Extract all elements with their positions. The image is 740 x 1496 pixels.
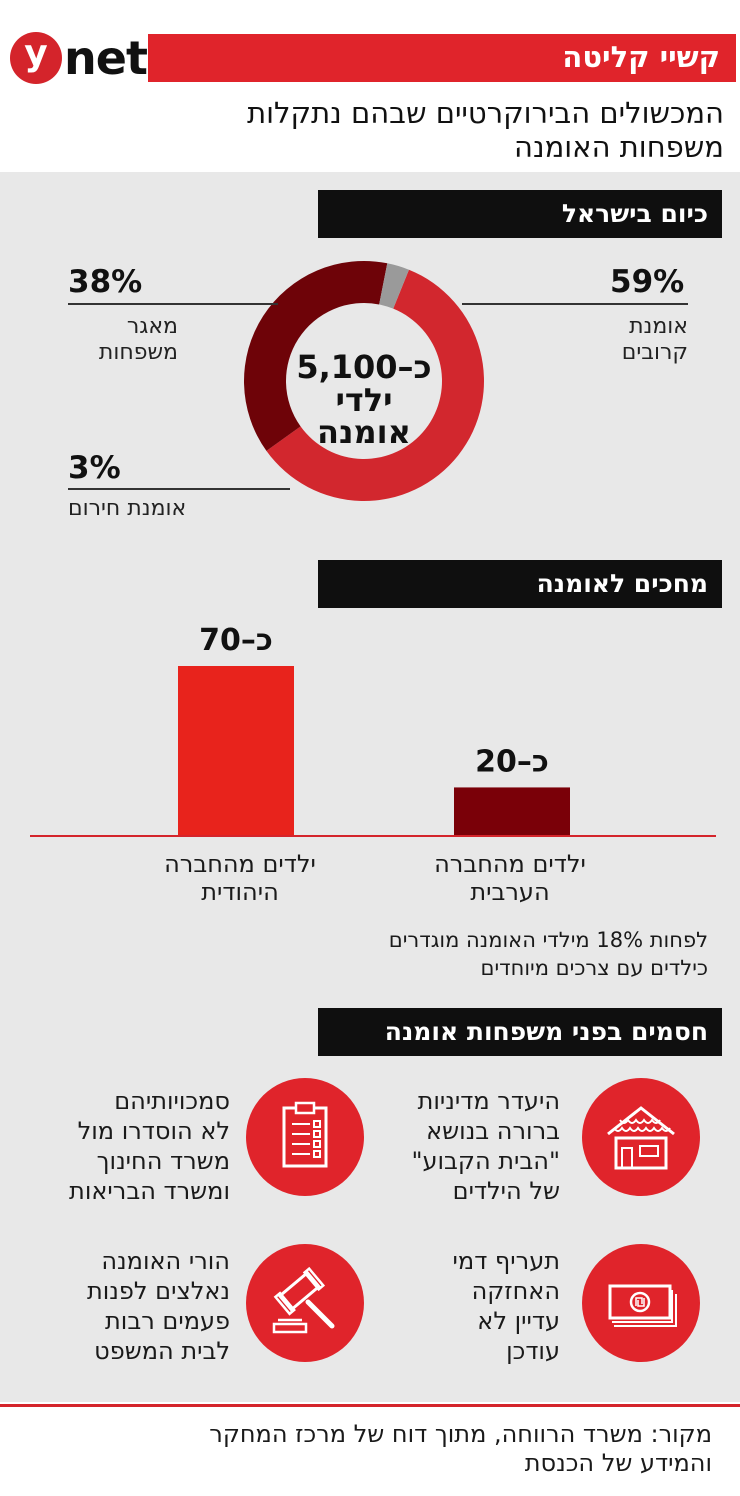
bar-category-jewish: ילדים מהחברה היהודית: [140, 850, 340, 906]
subtitle-line-1: המכשולים הבירוקרטיים שבהם נתקלות: [247, 96, 724, 130]
donut-chart: כ–5,100 ילדי אומנה: [244, 256, 484, 506]
barrier-text-2: סמכויותיהם לא הוסדרו מול משרד החינוך ומש…: [10, 1086, 230, 1206]
barrier-4-line-1: הורי האומנה: [101, 1247, 230, 1275]
section-title-today: כיום בישראל: [561, 199, 708, 228]
barrier-2-line-4: ומשרד הבריאות: [69, 1177, 230, 1205]
header-bar: קשיי קליטה: [148, 34, 736, 82]
leader-relatives: [462, 303, 688, 305]
center-line-3: אומנה: [317, 413, 411, 451]
logo-word: net: [64, 31, 148, 85]
donut-slice-pool: [244, 261, 388, 451]
section-header-today: כיום בישראל: [318, 190, 722, 238]
label-pool: מאגר משפחות: [68, 314, 178, 366]
section-header-barriers: חסמים בפני משפחות אומנה: [318, 1008, 722, 1056]
note-line-2: כילדים עם צרכים מיוחדים: [480, 956, 708, 980]
source-credit: מקור: משרד הרווחה, מתוך דוח של מרכז המחק…: [32, 1420, 712, 1478]
clipboard-icon: [246, 1078, 364, 1196]
bar-category-jewish-line-2: היהודית: [201, 878, 279, 906]
barrier-4-line-4: לבית המשפט: [94, 1337, 230, 1365]
source-line-2: והמידע של הכנסת: [524, 1449, 712, 1477]
bar-svg: כ–70 כ–20: [30, 623, 716, 837]
ynet-logo: y net: [10, 30, 148, 88]
bar-category-arab: ילדים מהחברה הערבית: [410, 850, 610, 906]
bar-jewish-value-label: כ–70: [199, 623, 273, 658]
donut-svg: [244, 261, 484, 501]
gavel-icon: [246, 1244, 364, 1362]
barrier-1-line-4: של הילדים: [452, 1177, 560, 1205]
leader-pool: [68, 303, 278, 305]
section-header-waiting: מחכים לאומנה: [318, 560, 722, 608]
barrier-text-1: היעדר מדיניות ברורה בנושא "הבית הקבוע" ש…: [330, 1086, 560, 1206]
barrier-3-line-1: תעריף דמי: [452, 1247, 560, 1275]
bar-category-jewish-line-1: ילדים מהחברה: [164, 850, 316, 878]
bar-category-arab-line-2: הערבית: [470, 878, 550, 906]
source-line-1: מקור: משרד הרווחה, מתוך דוח של מרכז המחק…: [209, 1420, 712, 1448]
page-subtitle: המכשולים הבירוקרטיים שבהם נתקלות משפחות …: [34, 96, 724, 164]
bar-arab-value-label: כ–20: [475, 744, 549, 779]
bar-category-arab-line-1: ילדים מהחברה: [434, 850, 586, 878]
pct-emergency: 3%: [68, 450, 121, 486]
bar-arab: [454, 787, 570, 836]
section-title-barriers: חסמים בפני משפחות אומנה: [384, 1017, 708, 1046]
page-title: קשיי קליטה: [562, 40, 720, 74]
leader-emergency: [68, 488, 290, 490]
label-pool-line-1: מאגר: [126, 314, 178, 339]
center-line-2: ילדי: [335, 381, 393, 419]
label-emergency: אומנת חירום: [68, 496, 187, 521]
barrier-text-4: הורי האומנה נאלצים לפנות פעמים רבות לבית…: [10, 1246, 230, 1366]
banknote-icon: [582, 1244, 700, 1362]
donut-slice-relatives: [266, 269, 484, 501]
label-relatives-line-1: אומנת: [629, 314, 688, 339]
center-total: כ–5,100: [296, 348, 432, 386]
barrier-1-line-2: ברורה בנושא: [426, 1117, 560, 1145]
donut-slice-emergency: [379, 263, 409, 309]
section-title-waiting: מחכים לאומנה: [536, 569, 708, 598]
barrier-2-line-3: משרד החינוך: [96, 1147, 230, 1175]
barrier-3-line-4: עודכן: [506, 1337, 560, 1365]
label-pool-line-2: משפחות: [98, 340, 178, 365]
pct-relatives: 59%: [610, 264, 685, 300]
barrier-4-line-3: פעמים רבות: [105, 1307, 230, 1335]
barrier-text-3: תעריף דמי האחזקה עדיין לא עודכן: [330, 1246, 560, 1366]
footer-divider: [0, 1404, 740, 1407]
bar-chart: כ–70 כ–20: [0, 610, 740, 930]
bar-jewish: [178, 666, 294, 836]
barrier-2-line-1: סמכויותיהם: [114, 1087, 230, 1115]
barrier-2-line-2: לא הוסדרו מול: [77, 1117, 230, 1145]
label-relatives-line-2: קרובים: [621, 340, 688, 365]
content-panel: [0, 172, 740, 1402]
pct-pool: 38%: [68, 264, 143, 300]
barrier-1-line-3: "הבית הקבוע": [411, 1147, 560, 1175]
logo-circle: y: [10, 32, 62, 84]
barrier-4-line-2: נאלצים לפנות: [86, 1277, 230, 1305]
donut-center-label: כ–5,100 ילדי אומנה: [284, 350, 444, 448]
subtitle-line-2: משפחות האומנה: [514, 130, 724, 164]
house-icon: [582, 1078, 700, 1196]
label-relatives: אומנת קרובים: [622, 314, 688, 366]
barrier-3-line-2: האחזקה: [471, 1277, 560, 1305]
note-line-1: לפחות 18% מילדי האומנה מוגדרים: [388, 928, 708, 952]
special-needs-note: לפחות 18% מילדי האומנה מוגדרים כילדים עם…: [278, 926, 708, 982]
barrier-1-line-1: היעדר מדיניות: [417, 1087, 560, 1115]
barrier-3-line-3: עדיין לא: [477, 1307, 560, 1335]
